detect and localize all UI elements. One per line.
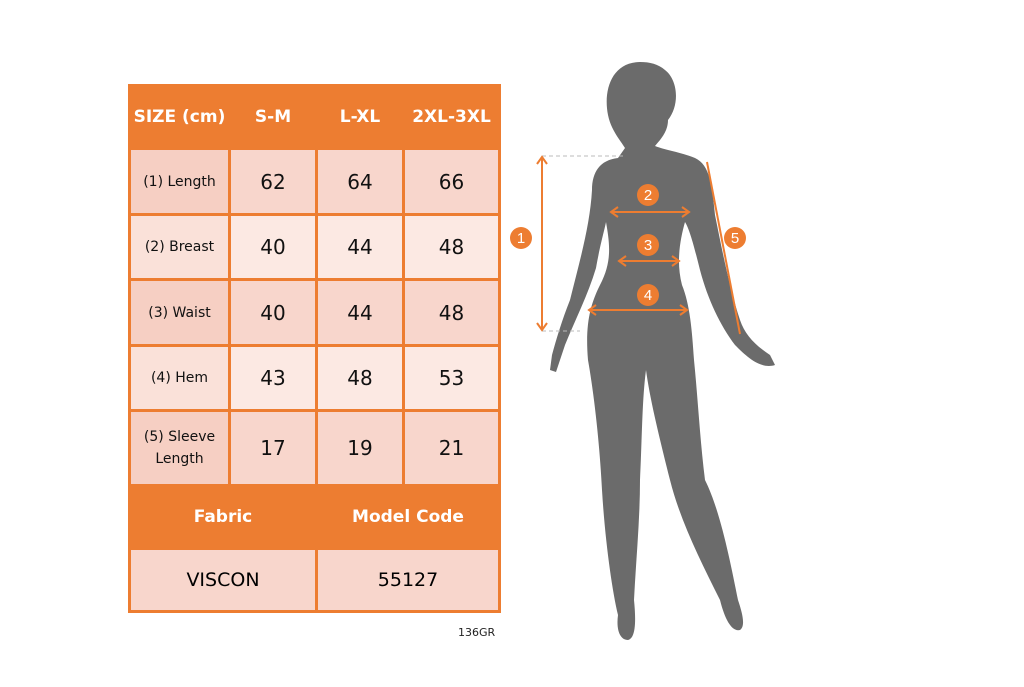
cell: 19 bbox=[315, 409, 405, 487]
header-l-xl: L-XL bbox=[315, 84, 405, 150]
header-size: SIZE (cm) bbox=[128, 84, 231, 150]
silhouette-icon bbox=[550, 62, 775, 640]
body-silhouette-figure: 1 2 3 4 5 bbox=[510, 62, 775, 640]
cell: 66 bbox=[402, 147, 501, 216]
table-row: (2) Breast 40 44 48 bbox=[128, 213, 501, 281]
cell: 64 bbox=[315, 147, 405, 216]
cell: 44 bbox=[315, 278, 405, 347]
cell: 44 bbox=[315, 213, 405, 281]
table-row: (5) Sleeve Length 17 19 21 bbox=[128, 409, 501, 487]
size-chart-table: SIZE (cm) S-M L-XL 2XL-3XL (1) Length 62 6… bbox=[128, 84, 501, 613]
cell: 53 bbox=[402, 344, 501, 412]
header-s-m: S-M bbox=[228, 84, 318, 150]
measurement-markers bbox=[510, 184, 746, 306]
row-label: (4) Hem bbox=[128, 344, 231, 412]
marker-4: 4 bbox=[644, 287, 652, 304]
cell: 43 bbox=[228, 344, 318, 412]
table-row: (4) Hem 43 48 53 bbox=[128, 344, 501, 412]
cell: 62 bbox=[228, 147, 318, 216]
fabric-header-row: Fabric Model Code bbox=[128, 484, 501, 550]
marker-1: 1 bbox=[517, 230, 525, 247]
product-code: 136GR bbox=[458, 626, 496, 639]
marker-3: 3 bbox=[644, 237, 652, 254]
row-label: (1) Length bbox=[128, 147, 231, 216]
fabric-value: VISCON bbox=[128, 547, 318, 613]
cell: 40 bbox=[228, 278, 318, 347]
marker-5: 5 bbox=[731, 230, 739, 247]
header-2xl-3xl: 2XL-3XL bbox=[402, 84, 501, 150]
cell: 17 bbox=[228, 409, 318, 487]
row-label: (2) Breast bbox=[128, 213, 231, 281]
header-row: SIZE (cm) S-M L-XL 2XL-3XL bbox=[128, 84, 501, 150]
cell: 48 bbox=[315, 344, 405, 412]
cell: 48 bbox=[402, 213, 501, 281]
cell: 21 bbox=[402, 409, 501, 487]
fabric-value-row: VISCON 55127 bbox=[128, 547, 501, 613]
model-code-label: Model Code bbox=[315, 484, 501, 550]
model-code-value: 55127 bbox=[315, 547, 501, 613]
row-label: (5) Sleeve Length bbox=[128, 409, 231, 487]
cell: 40 bbox=[228, 213, 318, 281]
table-row: (1) Length 62 64 66 bbox=[128, 147, 501, 216]
cell: 48 bbox=[402, 278, 501, 347]
marker-2: 2 bbox=[644, 187, 652, 204]
measurement-lines bbox=[536, 155, 741, 335]
table-row: (3) Waist 40 44 48 bbox=[128, 278, 501, 347]
fabric-label: Fabric bbox=[128, 484, 318, 550]
row-label: (3) Waist bbox=[128, 278, 231, 347]
